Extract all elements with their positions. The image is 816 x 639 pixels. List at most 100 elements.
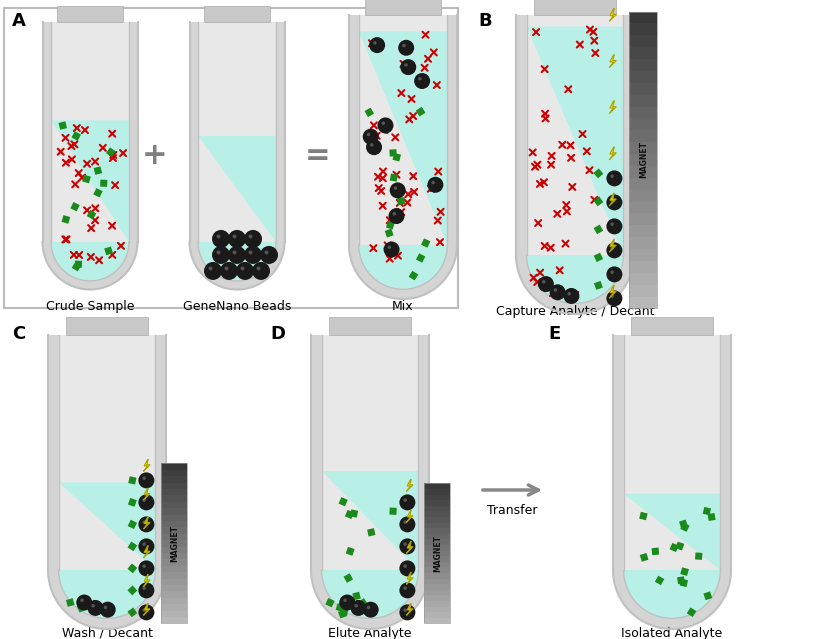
Text: Mix: Mix <box>392 300 414 313</box>
Circle shape <box>80 599 84 602</box>
Bar <box>162 495 188 502</box>
Circle shape <box>363 128 379 144</box>
Circle shape <box>139 472 154 488</box>
Bar <box>204 6 270 22</box>
Bar <box>629 130 658 142</box>
Circle shape <box>606 266 623 282</box>
Bar <box>629 226 658 237</box>
Circle shape <box>403 543 407 546</box>
Circle shape <box>610 247 614 250</box>
Bar <box>629 107 658 118</box>
Circle shape <box>139 560 154 576</box>
Polygon shape <box>86 210 96 219</box>
Circle shape <box>139 495 154 511</box>
Polygon shape <box>106 148 116 157</box>
Circle shape <box>212 230 230 248</box>
Polygon shape <box>322 471 419 619</box>
Circle shape <box>142 564 146 568</box>
Circle shape <box>249 235 252 238</box>
Polygon shape <box>144 459 150 472</box>
Bar <box>424 590 450 596</box>
Circle shape <box>139 604 154 620</box>
Bar <box>629 71 658 83</box>
Circle shape <box>606 219 623 235</box>
Polygon shape <box>346 547 355 556</box>
Polygon shape <box>77 603 86 613</box>
Circle shape <box>393 187 397 190</box>
Polygon shape <box>703 507 711 515</box>
Text: GeneNano Beads: GeneNano Beads <box>183 300 291 313</box>
Polygon shape <box>365 107 374 117</box>
Circle shape <box>139 516 154 532</box>
Polygon shape <box>680 579 688 587</box>
Polygon shape <box>198 22 276 281</box>
Circle shape <box>370 143 374 147</box>
Bar <box>424 612 450 618</box>
Circle shape <box>228 230 246 248</box>
Circle shape <box>366 606 370 609</box>
Bar <box>424 556 450 562</box>
Circle shape <box>233 235 237 238</box>
Circle shape <box>76 594 92 610</box>
Circle shape <box>432 181 435 184</box>
Bar <box>162 559 188 566</box>
Bar <box>629 142 658 154</box>
Polygon shape <box>104 247 113 255</box>
Polygon shape <box>406 541 413 553</box>
Circle shape <box>428 177 443 193</box>
Bar <box>424 562 450 567</box>
Circle shape <box>209 266 212 270</box>
Polygon shape <box>59 335 155 619</box>
Polygon shape <box>72 131 81 141</box>
Bar <box>424 489 450 495</box>
Polygon shape <box>128 476 136 484</box>
Circle shape <box>339 594 355 610</box>
Circle shape <box>100 602 116 618</box>
Polygon shape <box>144 546 150 558</box>
Bar <box>629 59 658 71</box>
Circle shape <box>139 539 154 555</box>
Circle shape <box>216 235 220 238</box>
Polygon shape <box>406 573 413 585</box>
Circle shape <box>606 290 623 306</box>
Bar <box>162 508 188 514</box>
Bar <box>424 567 450 573</box>
Polygon shape <box>346 602 353 610</box>
Bar <box>162 597 188 604</box>
Bar <box>424 606 450 612</box>
Circle shape <box>403 587 407 590</box>
Polygon shape <box>127 608 137 617</box>
Bar <box>424 483 450 624</box>
Text: +: + <box>142 141 168 169</box>
Polygon shape <box>623 494 721 619</box>
Bar <box>424 500 450 506</box>
Bar <box>162 585 188 591</box>
Bar <box>629 35 658 47</box>
Bar <box>162 572 188 578</box>
Polygon shape <box>610 239 616 252</box>
Circle shape <box>563 288 579 304</box>
Circle shape <box>392 212 396 215</box>
Polygon shape <box>339 497 348 506</box>
Polygon shape <box>421 238 430 248</box>
Bar <box>424 545 450 551</box>
Text: Isolated Analyte: Isolated Analyte <box>621 627 723 639</box>
Polygon shape <box>144 603 150 615</box>
Bar <box>424 596 450 601</box>
Bar <box>162 553 188 559</box>
Bar <box>424 495 450 500</box>
Circle shape <box>384 242 400 258</box>
Polygon shape <box>610 8 616 22</box>
Bar <box>424 528 450 534</box>
Circle shape <box>362 602 379 618</box>
Circle shape <box>236 262 254 280</box>
Circle shape <box>139 582 154 598</box>
Polygon shape <box>651 548 659 555</box>
Circle shape <box>399 582 415 598</box>
Circle shape <box>91 604 95 608</box>
Polygon shape <box>344 573 353 583</box>
Bar <box>629 95 658 107</box>
Bar <box>631 317 713 335</box>
Polygon shape <box>610 101 616 114</box>
Circle shape <box>388 208 405 224</box>
